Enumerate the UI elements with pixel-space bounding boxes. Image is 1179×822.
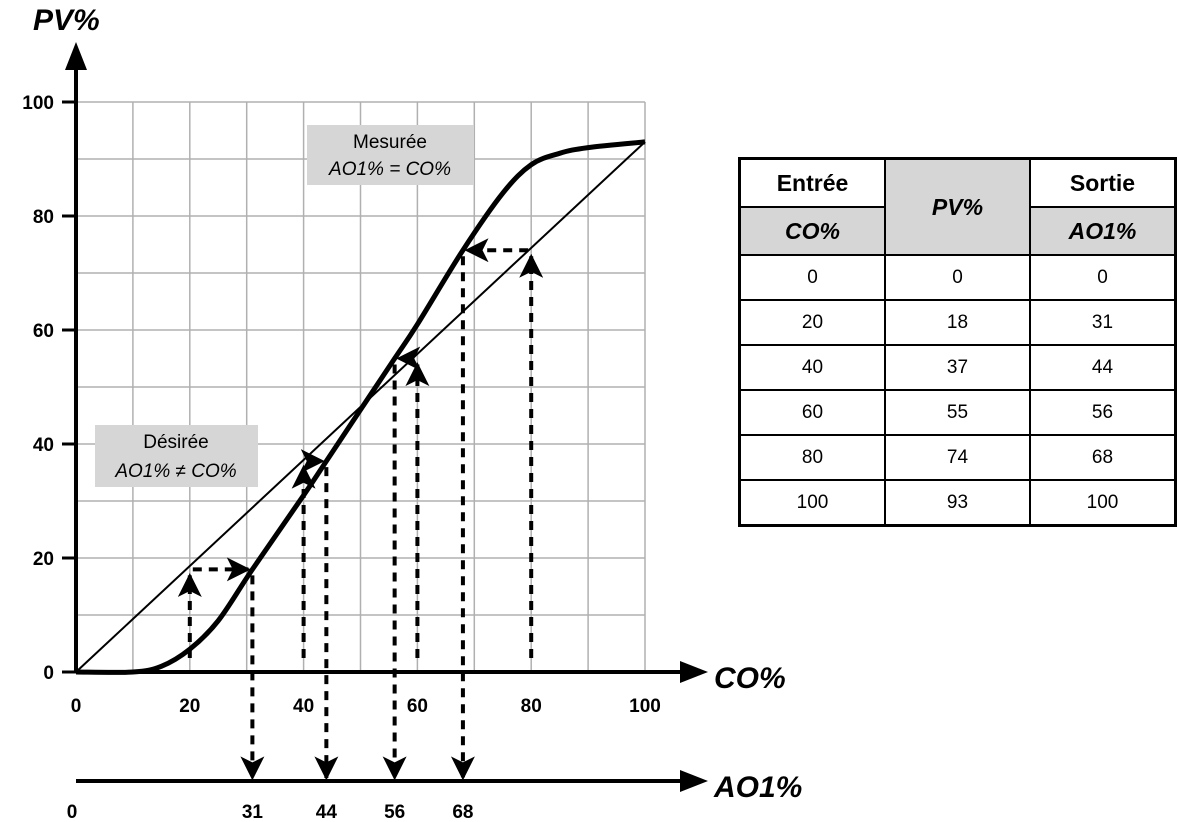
cell-ao: 68	[1029, 434, 1177, 481]
label-desired-line1: Désirée	[143, 432, 208, 453]
ao-tick-label: 0	[67, 802, 78, 822]
cell-pv: 93	[884, 479, 1031, 527]
ao-tick-label: 44	[316, 802, 338, 822]
cell-pv: 18	[884, 299, 1031, 346]
cell-co: 80	[738, 434, 886, 481]
y-tick-label: 0	[43, 663, 54, 684]
table-header-pv: PV%	[884, 157, 1031, 256]
x-tick-label: 100	[629, 696, 661, 717]
table-subheader-ao: AO1%	[1029, 206, 1177, 256]
table-row: 20 18 31	[738, 299, 1177, 346]
grid	[75, 101, 646, 673]
mapping-arrows	[177, 238, 544, 781]
table-subheader-co: CO%	[738, 206, 886, 256]
ao-tick-label: 68	[452, 802, 473, 822]
y-tick-label: 80	[33, 207, 54, 228]
cell-pv: 0	[884, 254, 1031, 301]
y-tick-label: 60	[33, 321, 54, 342]
ao-axis-title: AO1%	[713, 771, 802, 804]
cell-co: 40	[738, 344, 886, 391]
cell-co: 60	[738, 389, 886, 436]
table-row: 0 0 0	[738, 254, 1177, 301]
cell-co: 100	[738, 479, 886, 527]
cell-co: 20	[738, 299, 886, 346]
label-desired: Désirée AO1% ≠ CO%	[95, 425, 258, 487]
cell-ao: 0	[1029, 254, 1177, 301]
ao-axis-arrowhead	[680, 770, 708, 792]
cell-ao: 100	[1029, 479, 1177, 527]
axes	[65, 42, 708, 792]
y-axis-title: PV%	[33, 4, 100, 37]
y-tick-label: 100	[22, 93, 54, 114]
conversion-table: Entrée PV% Sortie CO% AO1% 0 0 0 20 18 3…	[738, 157, 1177, 527]
table-row: 80 74 68	[738, 434, 1177, 481]
x-axis-arrowhead	[680, 661, 708, 683]
table-row: 40 37 44	[738, 344, 1177, 391]
label-measured: Mesurée AO1% = CO%	[307, 125, 474, 185]
curves	[75, 139, 646, 675]
y-axis-arrowhead	[65, 42, 87, 70]
y-tick-label: 20	[33, 549, 54, 570]
x-tick-label: 80	[521, 696, 542, 717]
cell-ao: 31	[1029, 299, 1177, 346]
ao-tick-label: 31	[242, 802, 264, 822]
cell-ao: 56	[1029, 389, 1177, 436]
characteristic-curve	[75, 139, 646, 675]
table-row: 60 55 56	[738, 389, 1177, 436]
y-tick-label: 40	[33, 435, 54, 456]
cell-pv: 55	[884, 389, 1031, 436]
cell-co: 0	[738, 254, 886, 301]
x-tick-label: 20	[179, 696, 200, 717]
ao-tick-label: 56	[384, 802, 405, 822]
cell-pv: 74	[884, 434, 1031, 481]
cell-pv: 37	[884, 344, 1031, 391]
x-axis-title: CO%	[714, 662, 786, 695]
x-tick-label: 0	[71, 696, 82, 717]
label-measured-line2: AO1% = CO%	[328, 159, 451, 180]
label-measured-line1: Mesurée	[353, 132, 427, 153]
table-header-output: Sortie	[1029, 157, 1177, 208]
label-desired-line2: AO1% ≠ CO%	[114, 461, 236, 482]
cell-ao: 44	[1029, 344, 1177, 391]
x-tick-label: 40	[293, 696, 314, 717]
table-header-input: Entrée	[738, 157, 886, 208]
table-row: 100 93 100	[738, 479, 1177, 527]
tick-labels: 0 20 40 60 80 100 0 20 40 60 80 100 0 31 44 56 68	[22, 93, 661, 822]
x-tick-label: 60	[407, 696, 428, 717]
